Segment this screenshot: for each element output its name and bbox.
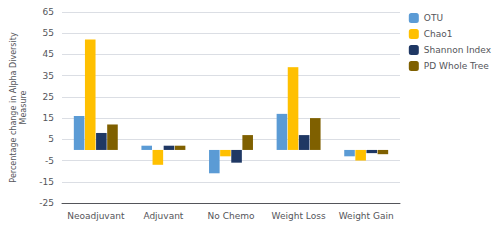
svg-text:Adjuvant: Adjuvant: [143, 211, 183, 221]
svg-text:Measure: Measure: [19, 90, 28, 124]
svg-text:Shannon Index: Shannon Index: [424, 45, 492, 55]
svg-text:-25: -25: [39, 198, 54, 208]
svg-text:Weight Loss: Weight Loss: [272, 211, 326, 221]
svg-text:PD Whole Tree: PD Whole Tree: [424, 61, 489, 71]
svg-text:Percentage change in Alpha Div: Percentage change in Alpha Diversity: [9, 32, 18, 183]
svg-text:45: 45: [43, 49, 54, 59]
svg-text:Chao1: Chao1: [424, 29, 453, 39]
svg-text:15: 15: [43, 113, 54, 123]
svg-text:55: 55: [43, 28, 54, 38]
svg-text:5: 5: [48, 134, 54, 144]
svg-text:25: 25: [43, 92, 54, 102]
svg-text:Neoadjuvant: Neoadjuvant: [67, 211, 125, 221]
svg-text:-5: -5: [45, 156, 54, 166]
svg-text:35: 35: [43, 71, 54, 81]
svg-text:OTU: OTU: [424, 13, 443, 23]
svg-text:-15: -15: [39, 177, 54, 187]
svg-text:Weight Gain: Weight Gain: [339, 211, 394, 221]
svg-text:No Chemo: No Chemo: [208, 211, 255, 221]
svg-text:65: 65: [43, 7, 54, 17]
